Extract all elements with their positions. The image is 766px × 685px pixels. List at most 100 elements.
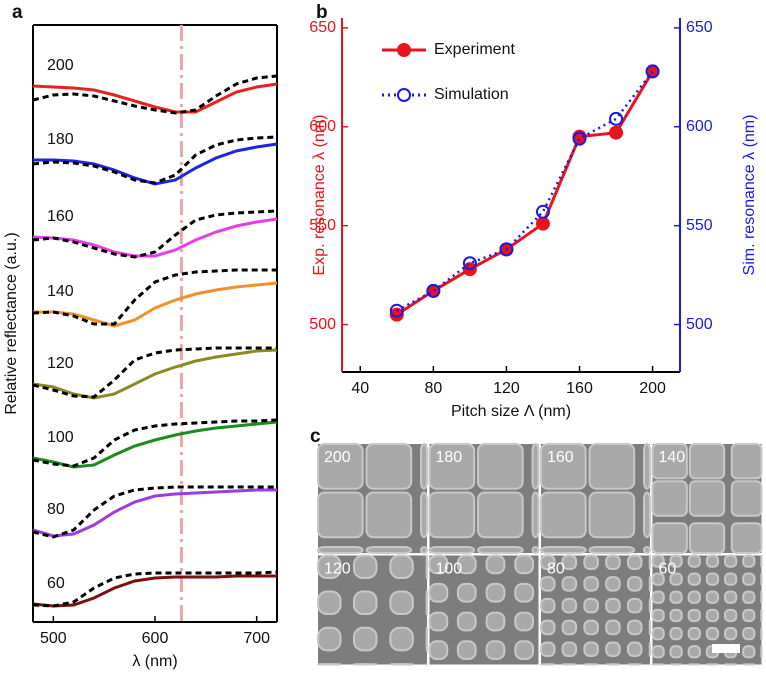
sem-feature xyxy=(669,626,683,641)
sem-feature xyxy=(583,576,599,592)
marker xyxy=(645,64,660,79)
sem-feature xyxy=(352,626,378,652)
sem-label: 140 xyxy=(659,449,686,466)
sem-feature xyxy=(651,626,665,641)
sem-feature xyxy=(317,590,342,615)
sem-feature xyxy=(583,641,599,657)
sem-feature xyxy=(540,641,556,657)
curve-label: 180 xyxy=(47,131,74,148)
legend-marker xyxy=(397,43,411,57)
sem-feature xyxy=(428,554,449,575)
x-tick-label: 700 xyxy=(243,630,270,647)
marker xyxy=(535,216,550,231)
sem-feature xyxy=(583,554,599,571)
sem-feature xyxy=(705,626,720,641)
curve-label: 80 xyxy=(47,501,65,518)
sem-label: 120 xyxy=(324,561,351,578)
y-tick-label: 600 xyxy=(309,118,336,135)
sem-feature xyxy=(643,491,652,539)
marker xyxy=(462,256,477,271)
sem-feature xyxy=(317,554,342,580)
sem-feature xyxy=(540,491,587,539)
sem-feature xyxy=(687,572,701,586)
sem-feature xyxy=(531,546,540,555)
marker xyxy=(609,125,624,140)
series-line xyxy=(32,348,278,400)
sem-feature xyxy=(485,640,506,661)
sem-feature xyxy=(420,491,429,539)
curve-label: 200 xyxy=(47,57,74,74)
y2-tick-label: 650 xyxy=(686,19,713,36)
sem-feature xyxy=(588,546,636,555)
sem-feature xyxy=(588,443,636,490)
sem-feature xyxy=(723,608,738,623)
scale-bar xyxy=(712,644,740,653)
x-axis-title: λ (nm) xyxy=(132,653,177,670)
sem-feature xyxy=(540,619,556,636)
x-tick-label: 80 xyxy=(424,380,442,397)
sem-feature xyxy=(687,590,701,604)
sem-label: 160 xyxy=(547,449,574,466)
sem-feature xyxy=(540,576,556,592)
sem-feature xyxy=(317,443,364,490)
sem-label: 100 xyxy=(436,561,463,578)
sem-feature xyxy=(730,480,763,517)
sem-feature xyxy=(389,554,414,580)
sem-feature xyxy=(583,619,599,636)
sem-feature xyxy=(540,597,556,614)
sem-feature xyxy=(651,608,665,623)
sem-feature xyxy=(561,597,578,614)
sem-feature xyxy=(651,443,688,480)
sem-feature xyxy=(605,554,621,571)
curve-label: 60 xyxy=(47,575,65,592)
series-line xyxy=(32,82,278,114)
series-line xyxy=(32,209,278,259)
sem-feature xyxy=(730,443,763,480)
sem-feature xyxy=(352,554,378,580)
series-line xyxy=(32,574,277,608)
x-tick-label: 120 xyxy=(493,380,520,397)
series-line xyxy=(32,418,278,468)
y-axis-title: Relative reflectance (a.u.) xyxy=(3,232,20,414)
sem-feature xyxy=(485,611,506,632)
sem-feature xyxy=(687,608,701,623)
x-axis-title: Pitch size Λ (nm) xyxy=(451,403,571,420)
sem-feature xyxy=(605,641,621,657)
sem-feature xyxy=(514,582,535,603)
marker xyxy=(426,283,441,298)
series-line xyxy=(32,74,278,115)
sem-feature xyxy=(651,522,688,555)
sem-feature xyxy=(477,546,524,555)
sem-feature xyxy=(626,641,643,657)
sem-feature xyxy=(742,645,756,659)
sem-feature xyxy=(643,546,652,555)
sem-feature xyxy=(669,572,683,586)
sem-feature xyxy=(742,626,756,641)
sem-feature xyxy=(540,554,556,571)
x-tick-label: 160 xyxy=(566,380,593,397)
sem-feature xyxy=(428,611,449,632)
y-axis-title: Exp. resonance λ (nm) xyxy=(311,115,328,276)
sem-feature xyxy=(605,597,621,614)
sem-feature xyxy=(723,590,738,604)
sem-feature xyxy=(669,554,683,568)
x-tick-label: 40 xyxy=(351,380,369,397)
sem-feature xyxy=(730,522,763,555)
sem-feature xyxy=(428,582,449,603)
x-tick-label: 500 xyxy=(40,630,67,647)
legend-label: Simulation xyxy=(434,86,509,103)
sem-feature xyxy=(514,640,535,661)
sem-feature xyxy=(651,590,665,604)
sem-feature xyxy=(561,641,578,657)
marker xyxy=(609,111,624,126)
sem-feature xyxy=(456,554,477,575)
sem-feature xyxy=(605,619,621,636)
sem-feature xyxy=(317,491,364,539)
curve-label: 120 xyxy=(47,355,74,372)
legend-marker xyxy=(397,88,411,102)
sem-feature xyxy=(651,554,665,568)
series-line xyxy=(32,217,278,258)
sem-feature xyxy=(456,582,477,603)
sem-feature xyxy=(428,443,476,490)
